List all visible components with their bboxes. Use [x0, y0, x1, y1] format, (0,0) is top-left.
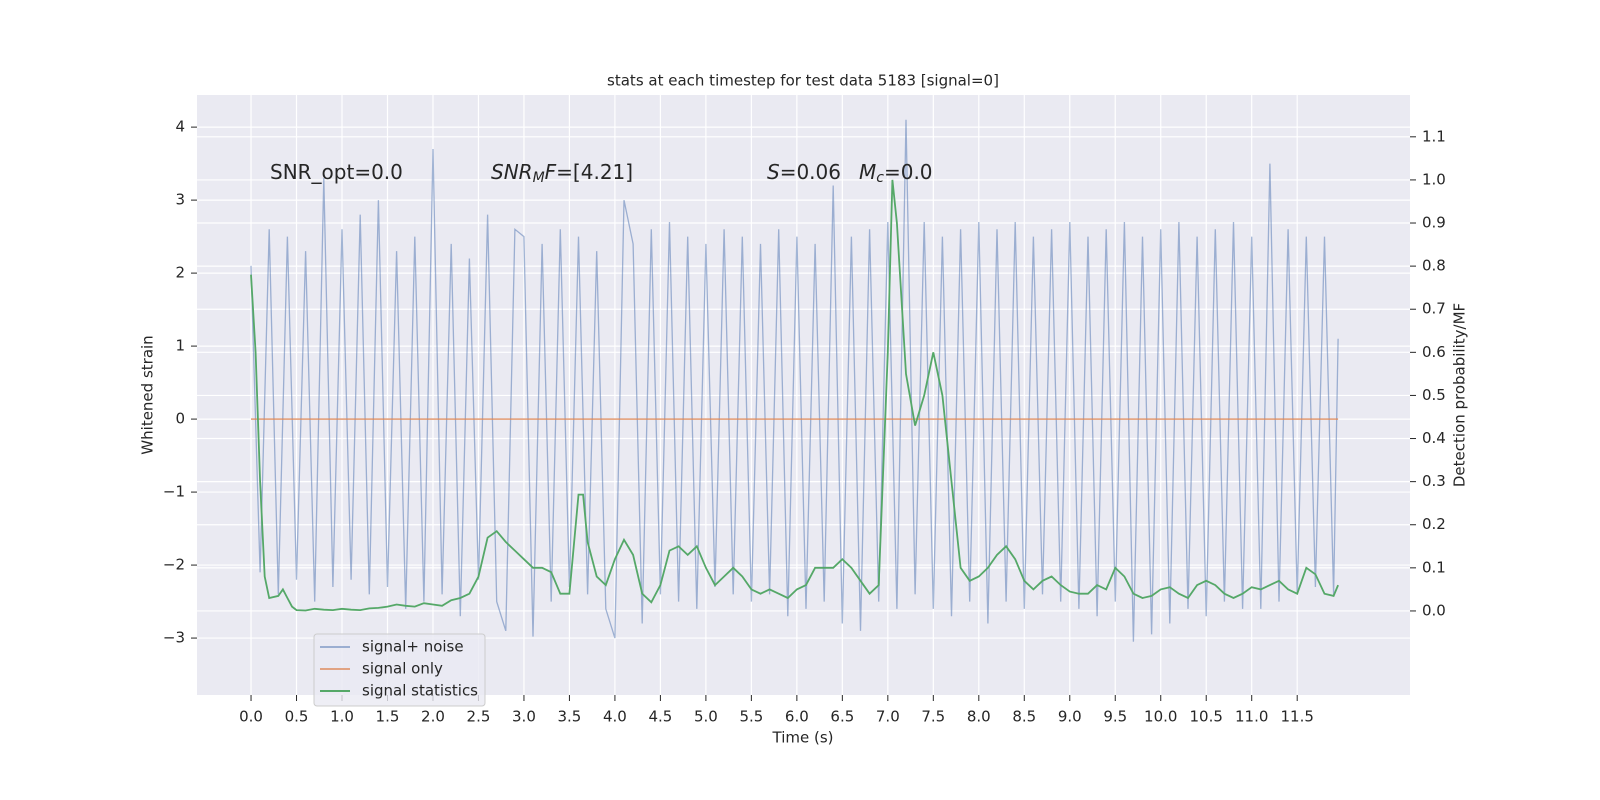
annotation-part: c	[876, 170, 884, 186]
x-tick-label: 1.0	[330, 708, 354, 726]
annotation: SNR_opt=0.0	[270, 160, 403, 184]
x-tick-label: 0.0	[239, 708, 263, 726]
x-tick-label: 1.5	[376, 708, 400, 726]
series-line	[250, 179, 1339, 612]
y2-tick-label: 1.0	[1422, 170, 1446, 188]
y2-tick-label: 0.6	[1422, 343, 1446, 361]
series-line	[250, 119, 1339, 642]
annotation-part: =0.06	[780, 160, 841, 184]
legend-label: signal statistics	[362, 682, 478, 700]
x-tick-label: 9.5	[1103, 708, 1127, 726]
y2-tick-label: 0.4	[1422, 429, 1446, 447]
y-tick-label: −2	[163, 556, 185, 574]
x-tick-label: 7.5	[921, 708, 945, 726]
x-tick-label: 5.5	[739, 708, 763, 726]
x-tick-label: 11.0	[1235, 708, 1268, 726]
x-tick-label: 8.0	[967, 708, 991, 726]
marks	[250, 119, 1339, 642]
x-tick-label: 10.0	[1144, 708, 1177, 726]
annotation: Mc=0.0	[859, 160, 933, 187]
x-tick-label: 4.5	[648, 708, 672, 726]
annotation-part: M	[533, 170, 545, 186]
annotation-part: M	[859, 160, 876, 184]
y-tick-label: 4	[175, 118, 185, 136]
annotation-part: =0.0	[884, 160, 933, 184]
x-tick-label: 6.0	[785, 708, 809, 726]
legend-label: signal only	[362, 660, 443, 678]
y2-axis-label: Detection probability/MF	[1451, 303, 1469, 487]
x-tick-label: 2.0	[421, 708, 445, 726]
x-tick-label: 2.5	[467, 708, 491, 726]
x-tick-label: 7.0	[876, 708, 900, 726]
x-tick-label: 3.0	[512, 708, 536, 726]
y2-tick-label: 0.8	[1422, 257, 1446, 275]
y-axis-label: Whitened strain	[139, 335, 157, 454]
y2-tick-label: 0.5	[1422, 386, 1446, 404]
y-tick-label: 2	[175, 264, 185, 282]
y2-tick-label: 0.1	[1422, 558, 1446, 576]
annotation-part: =[4.21]	[556, 160, 633, 184]
annotation: S=0.06	[767, 160, 841, 184]
x-axis-label: Time (s)	[772, 729, 834, 747]
x-tick-label: 11.5	[1280, 708, 1313, 726]
y-tick-label: 0	[175, 410, 185, 428]
x-tick-label: 8.5	[1012, 708, 1036, 726]
labels: 0.0 0.5 1.0 1.5 2.0 2.5 3.0 3.5 4.0 4.5 5.0 5.5 6.0 6…	[163, 118, 1446, 726]
x-tick-label: 4.0	[603, 708, 627, 726]
y2-tick-label: 0.9	[1422, 214, 1446, 232]
annotation-part: SNR	[491, 160, 533, 184]
y2-tick-label: 0.2	[1422, 515, 1446, 533]
y2-tick-label: 0.7	[1422, 300, 1446, 318]
y2-tick-label: 0.3	[1422, 472, 1446, 490]
annotation: SNRMF=[4.21]	[491, 160, 633, 187]
annotation-part: F	[545, 160, 557, 184]
x-tick-label: 5.0	[694, 708, 718, 726]
legend-label: signal+ noise	[362, 638, 464, 656]
legend-box	[313, 633, 486, 707]
y-tick-label: −3	[163, 629, 185, 647]
x-tick-label: 6.5	[830, 708, 854, 726]
x-tick-label: 9.0	[1058, 708, 1082, 726]
y-tick-label: 3	[175, 191, 185, 209]
annotation-part: S	[767, 160, 780, 184]
x-tick-label: 0.5	[285, 708, 309, 726]
y2-tick-label: 1.1	[1422, 127, 1446, 145]
chart-title: stats at each timestep for test data 518…	[607, 72, 999, 90]
y-tick-label: 1	[175, 337, 185, 355]
legend: signal+ noise signal only signal statistic…	[313, 633, 486, 707]
x-tick-label: 3.5	[558, 708, 582, 726]
y-tick-label: −1	[163, 483, 185, 501]
y2-tick-label: 0.0	[1422, 601, 1446, 619]
annotation-part: SNR_opt=0.0	[270, 160, 403, 184]
x-tick-label: 10.5	[1190, 708, 1223, 726]
